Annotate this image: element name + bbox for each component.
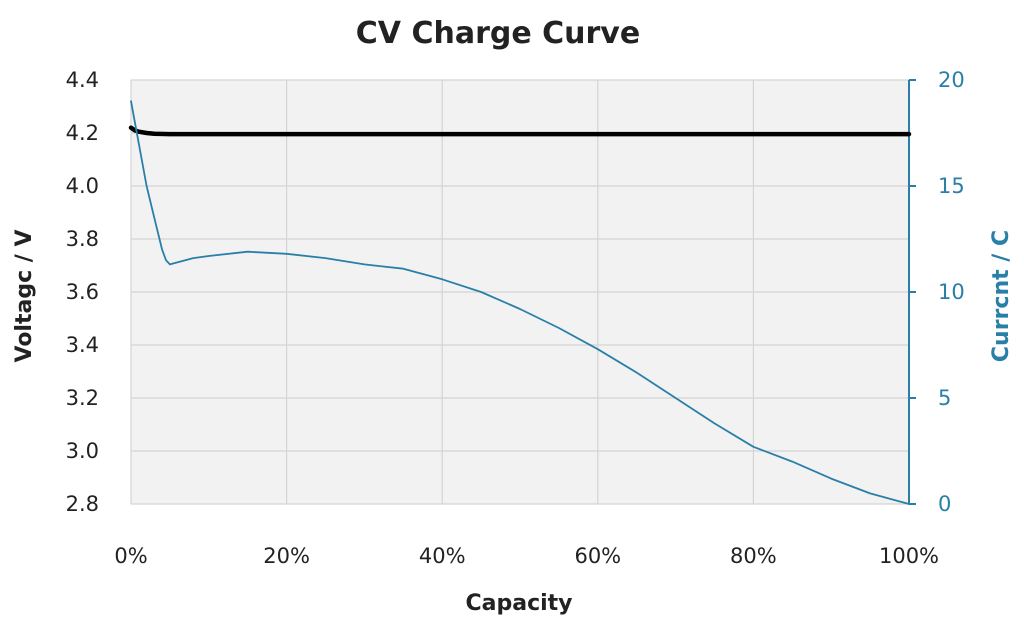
x-tick-label: 0%: [114, 544, 147, 568]
y-right-tick-label: 5: [938, 386, 951, 410]
series: [128, 100, 912, 505]
y-left-tick-label: 3.6: [66, 280, 99, 304]
y-left-tick-label: 3.0: [66, 439, 99, 463]
y-right-tick-label: 20: [938, 68, 965, 92]
y-left-tick-label: 4.2: [66, 121, 99, 145]
y-right-axis-title: Currcnt / C: [989, 230, 1014, 362]
y-left-tick-label: 2.8: [66, 492, 99, 516]
y-right-tick-label: 15: [938, 174, 965, 198]
y-left-tick-label: 3.8: [66, 227, 99, 251]
x-tick-label: 20%: [263, 544, 310, 568]
y-left-axis-title: Voltagc / V: [12, 229, 37, 362]
y-left-tick-label: 3.4: [66, 333, 99, 357]
x-axis-title: Capacity: [465, 591, 572, 616]
chart-title: CV Charge Curve: [356, 16, 640, 51]
y-right-tick-label: 10: [938, 280, 965, 304]
current-series-line: [130, 100, 910, 505]
axes: [908, 79, 916, 505]
x-tick-label: 100%: [879, 544, 939, 568]
y-left-tick-label: 3.2: [66, 386, 99, 410]
ticks: 4.4 4.2 4.0 3.8 3.6 3.4 3.2 3.0 2.8 20 15 10 5 0 0% 20%…: [66, 68, 965, 568]
voltage-series-line: [128, 125, 912, 137]
y-right-tick-label: 0: [938, 492, 951, 516]
x-tick-label: 60%: [574, 544, 621, 568]
x-tick-label: 80%: [730, 544, 777, 568]
y-left-tick-label: 4.4: [66, 68, 99, 92]
y-left-tick-label: 4.0: [66, 174, 99, 198]
x-tick-label: 40%: [419, 544, 466, 568]
